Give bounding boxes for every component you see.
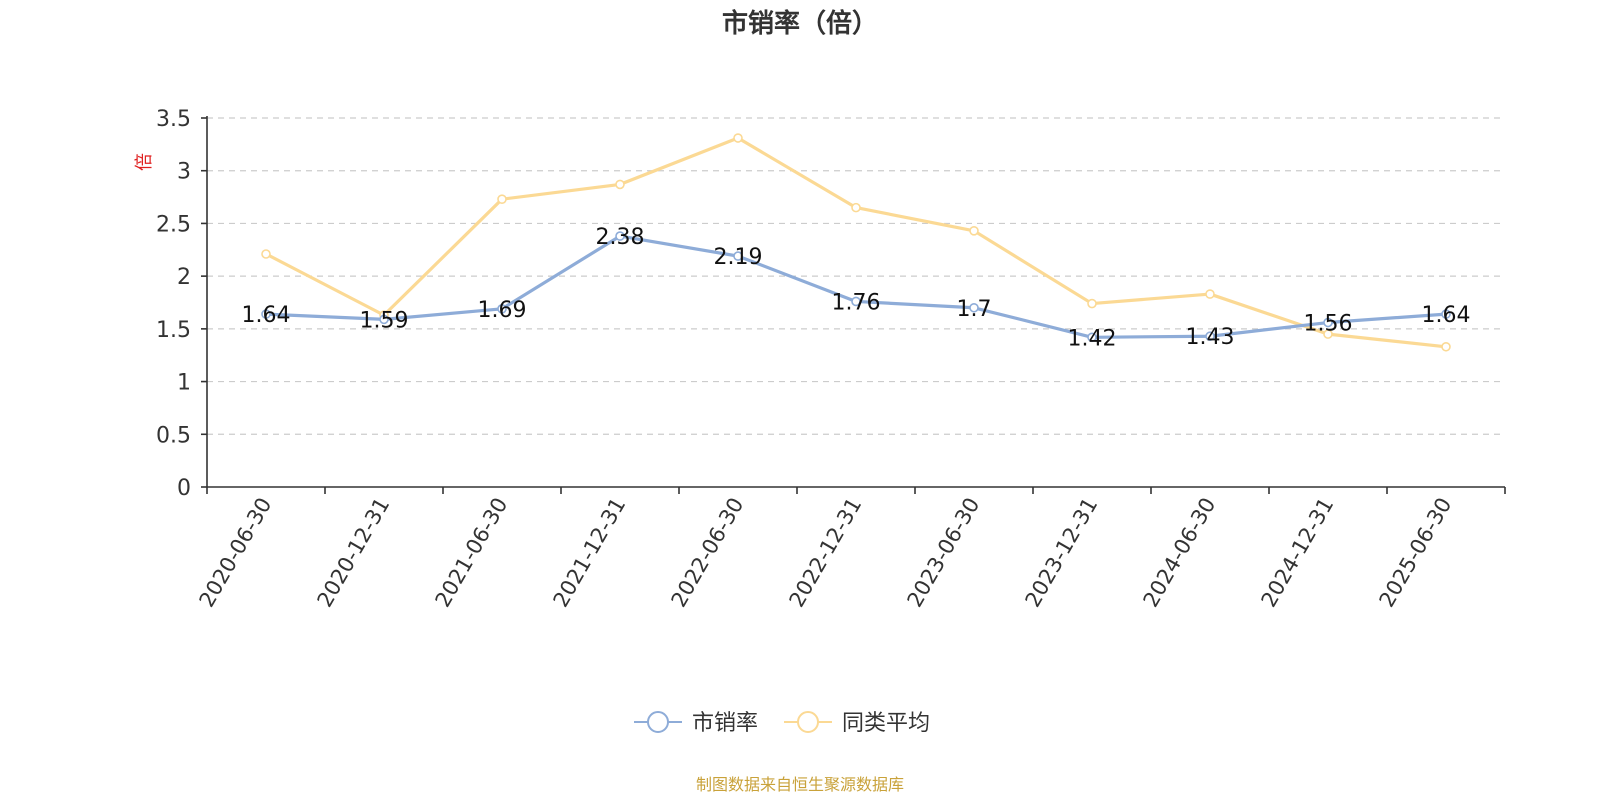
legend-label: 市销率 xyxy=(692,711,758,736)
y-tick-label: 2 xyxy=(177,265,191,290)
data-label: 1.69 xyxy=(478,298,527,323)
data-label: 2.38 xyxy=(596,225,645,250)
y-tick-label: 1.5 xyxy=(156,318,191,343)
data-point xyxy=(261,309,271,319)
data-label: 1.7 xyxy=(957,297,992,322)
data-point xyxy=(497,304,507,314)
data-point xyxy=(1441,341,1451,352)
data-point xyxy=(497,194,507,204)
y-tick-label: 2.5 xyxy=(156,212,191,237)
x-tick-label: 2021-12-31 xyxy=(549,494,631,612)
y-axis-ticks: 0 0.5 1 1.5 2 2.5 3 3.5 xyxy=(156,107,191,501)
series-lines xyxy=(261,133,1451,352)
data-point xyxy=(615,179,625,190)
legend-label: 同类平均 xyxy=(842,711,930,736)
data-label: 1.64 xyxy=(242,303,291,328)
y-tick-label: 1 xyxy=(177,371,191,396)
x-tick-label: 2021-06-30 xyxy=(431,494,513,612)
data-point xyxy=(969,302,979,313)
source-note: 制图数据来自恒生聚源数据库 xyxy=(696,775,904,794)
chart-title: 市销率（倍） xyxy=(722,8,878,39)
y-tick-label: 3.5 xyxy=(156,107,191,132)
data-point xyxy=(1441,309,1451,319)
x-tick-label: 2022-06-30 xyxy=(667,494,749,612)
data-label: 1.56 xyxy=(1304,312,1353,337)
data-point xyxy=(379,314,389,325)
y-tick-label: 0.5 xyxy=(156,423,191,448)
x-tick-label: 2020-12-31 xyxy=(313,494,395,612)
x-tick-label: 2020-06-30 xyxy=(195,494,277,612)
y-tick-label: 0 xyxy=(177,476,191,501)
data-label: 1.76 xyxy=(832,290,881,315)
data-point xyxy=(1323,317,1333,328)
data-point xyxy=(851,296,861,307)
data-label: 2.19 xyxy=(714,245,763,270)
data-labels: 1.64 1.59 1.69 2.38 2.19 1.76 1.7 1.42 1.43 1.56 1… xyxy=(242,225,1471,351)
legend[interactable]: 市销率 同类平均 xyxy=(634,711,930,736)
data-point xyxy=(1205,289,1215,299)
data-point xyxy=(615,231,625,241)
x-tick-label: 2025-06-30 xyxy=(1375,494,1457,612)
y-tick-label: 3 xyxy=(177,160,191,185)
data-point xyxy=(1087,332,1097,343)
series-line xyxy=(265,234,1447,339)
x-axis-ticks: 2020-06-30 2020-12-31 2021-06-30 2021-12-31… xyxy=(195,494,1457,612)
data-label: 1.42 xyxy=(1068,326,1117,351)
x-tick-label: 2024-12-31 xyxy=(1257,494,1339,612)
legend-marker xyxy=(797,711,819,733)
data-point xyxy=(261,249,271,259)
data-point xyxy=(851,202,861,213)
data-point xyxy=(1323,329,1333,339)
legend-marker xyxy=(647,711,669,733)
data-label: 1.43 xyxy=(1186,325,1235,350)
data-point xyxy=(733,251,743,261)
axes xyxy=(201,116,1506,494)
y-axis-unit-label: 倍 xyxy=(134,153,155,171)
data-label: 1.64 xyxy=(1422,303,1471,328)
data-point xyxy=(1205,331,1215,342)
x-tick-label: 2023-06-30 xyxy=(903,494,985,612)
data-point xyxy=(969,226,979,236)
data-point xyxy=(1087,298,1097,309)
x-tick-label: 2024-06-30 xyxy=(1139,494,1221,612)
data-label: 1.59 xyxy=(360,308,409,333)
x-tick-label: 2023-12-31 xyxy=(1021,494,1103,612)
data-point xyxy=(733,133,743,143)
grid-lines xyxy=(207,117,1505,435)
x-tick-label: 2022-12-31 xyxy=(785,494,867,612)
